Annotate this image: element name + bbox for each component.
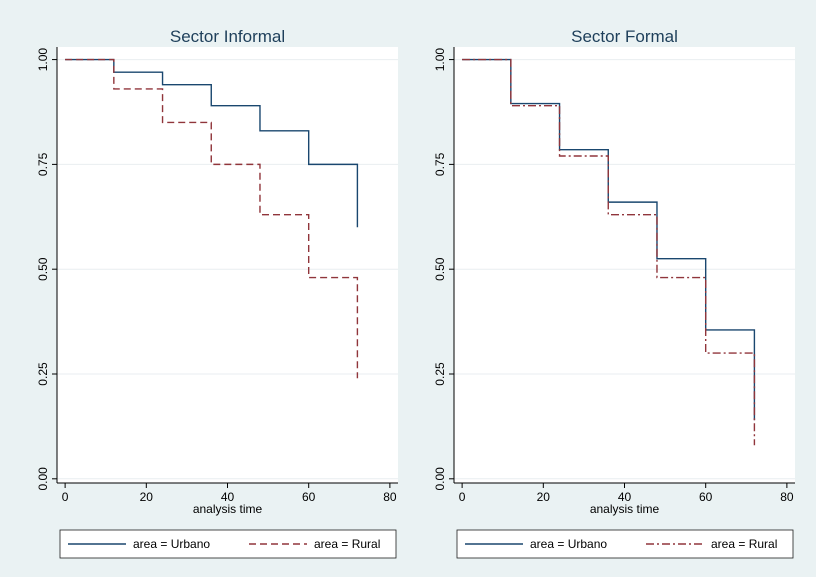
y-tick-label: 0.25 (36, 362, 50, 386)
axes: 0.00 0.25 0.50 0.75 1.00 0 20 40 60 80 (433, 47, 795, 504)
x-axis-title: analysis time (590, 502, 660, 516)
plot-area (454, 47, 795, 483)
legend-label-urbano: area = Urbano (530, 537, 607, 551)
chart-title: Sector Informal (170, 27, 285, 46)
legend-box (59, 529, 397, 559)
y-tick-label: 1.00 (433, 48, 447, 72)
x-axis-title: analysis time (193, 502, 263, 516)
x-tick-label: 60 (699, 490, 713, 504)
grid (454, 59, 795, 480)
chart-title: Sector Formal (571, 27, 678, 46)
legend: area = Urbano area = Rural (456, 529, 794, 559)
x-tick-label: 80 (780, 490, 794, 504)
series-lines (462, 58, 756, 446)
x-tick-label: 20 (537, 490, 551, 504)
legend: area = Urbano area = Rural (59, 529, 397, 559)
x-tick-label: 20 (140, 490, 154, 504)
legend-label-rural: area = Rural (711, 537, 777, 551)
y-tick-label: 0.00 (36, 467, 50, 491)
x-tick-label: 60 (302, 490, 316, 504)
x-tick-label: 0 (459, 490, 466, 504)
series-lines (65, 58, 359, 379)
y-tick-label: 0.50 (433, 257, 447, 281)
plot-area (57, 47, 398, 483)
legend-label-rural: area = Rural (314, 537, 380, 551)
x-tick-label: 40 (618, 490, 632, 504)
y-tick-label: 0.00 (433, 467, 447, 491)
y-tick-label: 0.50 (36, 257, 50, 281)
y-tick-label: 0.75 (36, 152, 50, 176)
y-tick-label: 0.25 (433, 362, 447, 386)
x-tick-label: 40 (221, 490, 235, 504)
panel-sector-formal: 0.00 0.25 0.50 0.75 1.00 0 20 40 60 80 Sector For… (433, 27, 795, 559)
x-tick-label: 0 (62, 490, 69, 504)
legend-label-urbano: area = Urbano (133, 537, 210, 551)
y-tick-label: 1.00 (36, 48, 50, 72)
axes: 0.00 0.25 0.50 0.75 1.00 0 20 40 60 80 (36, 47, 398, 504)
y-tick-label: 0.75 (433, 152, 447, 176)
panel-sector-informal: 0.00 0.25 0.50 0.75 1.00 0 20 40 60 80 Sector Inf… (36, 27, 398, 559)
x-tick-label: 80 (383, 490, 397, 504)
series-rural-line (65, 58, 359, 379)
